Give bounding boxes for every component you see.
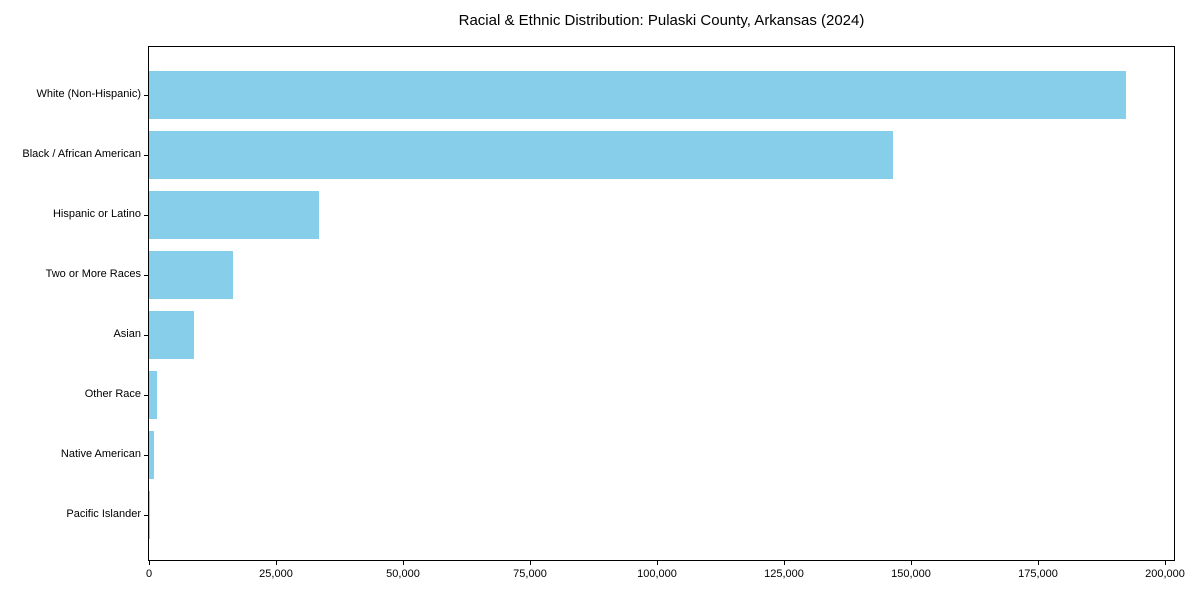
y-axis-tick [144,215,148,216]
x-axis-tick [529,561,531,565]
y-tick-label: Other Race [84,387,141,400]
x-axis-tick [783,561,785,565]
bar [149,191,320,239]
bar [149,251,233,299]
bar [149,491,151,539]
x-tick-label: 175,000 [1018,568,1058,580]
y-tick-label: Two or More Races [45,267,141,280]
bar [149,71,1126,119]
y-tick-label: Hispanic or Latino [52,207,141,220]
x-axis-tick [402,561,404,565]
y-axis-tick [144,455,148,456]
bar [149,131,894,179]
bar [149,431,154,479]
plot-area: 0 25,000 50,000 75,000 100,000 125,000 150,000… [144,46,1185,580]
y-axis-tick [144,335,148,336]
x-tick-label: 100,000 [637,568,677,580]
x-tick-label: 200,000 [1145,568,1185,580]
y-axis-tick [144,95,148,96]
bar [149,371,158,419]
x-axis-tick [656,561,658,565]
x-tick-label: 75,000 [513,568,547,580]
x-tick-label: 0 [145,568,153,580]
y-axis-tick [144,395,148,396]
x-tick-label: 50,000 [386,568,420,580]
x-tick-label: 25,000 [259,568,293,580]
x-axis-tick [1037,561,1039,565]
x-tick-label: 150,000 [891,568,931,580]
y-tick-label: Black / African American [22,147,141,160]
chart-title: Racial & Ethnic Distribution: Pulaski Co… [458,12,865,29]
x-axis-tick [148,561,150,565]
y-axis-tick [144,275,148,276]
y-tick-label: Pacific Islander [66,507,141,520]
x-tick-label: 125,000 [764,568,804,580]
y-tick-label: White (Non-Hispanic) [36,87,141,100]
x-axis-tick [275,561,277,565]
x-axis-tick [1164,561,1166,565]
y-axis-labels: White (Non-Hispanic) Black / African Amer… [0,46,141,561]
y-axis-tick [144,515,148,516]
y-tick-label: Asian [113,327,141,340]
y-axis-tick [144,155,148,156]
x-axis-tick [910,561,912,565]
bar [149,311,195,359]
y-tick-label: Native American [60,447,141,460]
